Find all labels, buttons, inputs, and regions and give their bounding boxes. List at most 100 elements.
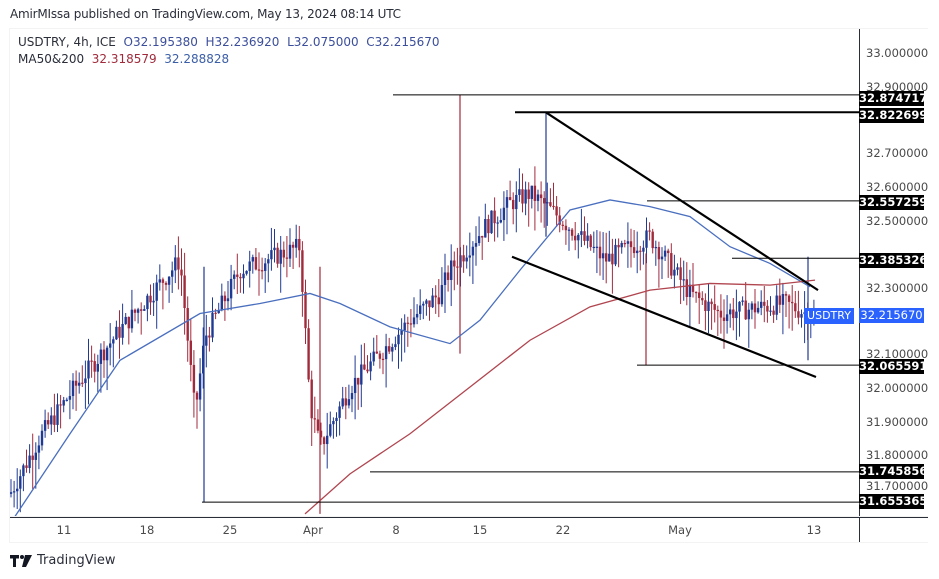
candle-body bbox=[220, 295, 223, 311]
time-tick: Apr bbox=[303, 523, 323, 537]
candle-body bbox=[378, 353, 382, 359]
ma50-line bbox=[14, 199, 811, 516]
candle-body bbox=[685, 279, 688, 297]
candle-body bbox=[716, 309, 719, 312]
candle-body bbox=[629, 241, 633, 248]
candle-body bbox=[431, 295, 434, 308]
candle-body bbox=[96, 363, 99, 372]
candle-body bbox=[508, 197, 512, 200]
candle-body bbox=[93, 361, 96, 372]
candle-body bbox=[136, 309, 140, 313]
lower-trendline[interactable] bbox=[511, 255, 817, 379]
candle-body bbox=[722, 317, 726, 321]
price-tick: 33.000000 bbox=[866, 46, 929, 60]
candle-body bbox=[744, 300, 747, 320]
candle-body bbox=[477, 236, 481, 244]
tradingview-brand[interactable]: TradingView bbox=[10, 553, 116, 568]
candle-body bbox=[642, 247, 645, 252]
low-value: L32.075000 bbox=[287, 35, 359, 49]
candle-body bbox=[341, 398, 344, 407]
candle-body bbox=[353, 377, 357, 394]
candle-body bbox=[747, 309, 750, 320]
candle-body bbox=[738, 301, 741, 312]
axis-corner bbox=[859, 517, 928, 542]
price-tick: 32.000000 bbox=[866, 381, 929, 395]
symbol-info: USDTRY, 4h, ICE bbox=[18, 35, 116, 49]
candle-body bbox=[65, 399, 68, 401]
level-label-32557259: 32.557259 bbox=[859, 195, 928, 210]
candle-body bbox=[12, 491, 16, 493]
candle-body bbox=[282, 249, 285, 258]
candle-body bbox=[725, 314, 729, 321]
candle-body bbox=[56, 404, 59, 425]
candle-body bbox=[518, 189, 521, 195]
candle-body bbox=[326, 435, 329, 445]
upper-trendline[interactable] bbox=[545, 111, 819, 292]
candle-body bbox=[663, 250, 667, 257]
candle-body bbox=[425, 300, 428, 304]
candle-body bbox=[775, 295, 778, 315]
candle-body bbox=[794, 303, 797, 312]
candle-body bbox=[322, 437, 326, 445]
candle-body bbox=[31, 455, 34, 460]
candle-body bbox=[214, 312, 217, 314]
chart-plot-area[interactable] bbox=[10, 29, 859, 516]
candle-body bbox=[394, 344, 397, 348]
candle-body bbox=[694, 291, 698, 294]
open-value: O32.195380 bbox=[123, 35, 198, 49]
candle-body bbox=[567, 229, 571, 231]
candle-body bbox=[707, 301, 710, 311]
candle-body bbox=[62, 400, 65, 406]
candle-body bbox=[47, 420, 50, 425]
price-tick: 32.700000 bbox=[866, 146, 929, 160]
level-label-32874717: 32.874717 bbox=[859, 91, 928, 106]
candle-body bbox=[133, 309, 137, 313]
candle-body bbox=[332, 421, 335, 425]
candle-body bbox=[713, 304, 716, 310]
ma50-value: 32.318579 bbox=[91, 52, 157, 66]
ma-label: MA50&200 bbox=[18, 52, 85, 66]
candle-body bbox=[667, 250, 670, 254]
time-tick: May bbox=[668, 523, 692, 537]
candlestick-chart[interactable] bbox=[10, 29, 859, 516]
candle-body bbox=[450, 260, 453, 280]
candle-body bbox=[388, 346, 391, 352]
candle-body bbox=[81, 382, 84, 384]
candle-body bbox=[195, 392, 199, 400]
candle-body bbox=[688, 284, 692, 297]
candle-body bbox=[676, 267, 679, 270]
candle-body bbox=[660, 256, 664, 260]
time-tick: 15 bbox=[472, 523, 488, 537]
price-tick: 32.300000 bbox=[866, 281, 929, 295]
candle-body bbox=[34, 452, 37, 460]
candle-body bbox=[670, 253, 673, 276]
candle-body bbox=[552, 205, 555, 208]
candle-body bbox=[617, 244, 620, 248]
candle-body bbox=[174, 257, 177, 271]
candle-body bbox=[611, 253, 614, 265]
candle-body bbox=[217, 310, 220, 314]
candle-body bbox=[71, 380, 75, 397]
candle-body bbox=[59, 404, 62, 406]
candle-body bbox=[756, 307, 760, 313]
candle-body bbox=[574, 235, 577, 241]
candle-body bbox=[502, 207, 506, 221]
candle-body bbox=[288, 244, 292, 259]
candle-body bbox=[140, 309, 143, 311]
candle-body bbox=[530, 185, 533, 199]
candle-body bbox=[192, 364, 196, 393]
candle-body bbox=[236, 274, 239, 277]
candle-body bbox=[437, 297, 440, 305]
candle-body bbox=[251, 257, 254, 262]
candle-body bbox=[372, 351, 375, 362]
time-tick: 25 bbox=[222, 523, 238, 537]
candle-body bbox=[632, 247, 636, 254]
candle-body bbox=[772, 310, 775, 315]
candle-body bbox=[384, 346, 388, 360]
candle-body bbox=[484, 219, 487, 238]
candle-body bbox=[698, 292, 701, 299]
time-axis[interactable] bbox=[10, 517, 859, 542]
candle-body bbox=[710, 301, 713, 305]
candle-body bbox=[74, 380, 78, 386]
candle-body bbox=[778, 295, 781, 305]
